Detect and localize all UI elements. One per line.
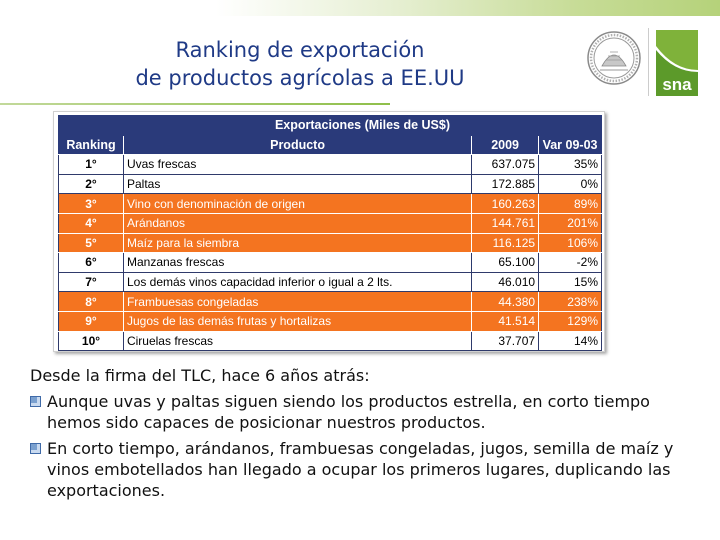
column-header-producto: Producto	[122, 134, 473, 156]
cell-variation: 106%	[538, 232, 602, 254]
cell-product: Vino con denominación de origen	[122, 193, 473, 214]
column-header-ranking: Ranking	[58, 134, 124, 156]
table-body: 1° Uvas frescas 637.075 35% 2° Paltas 17…	[58, 154, 602, 352]
cell-rank: 7°	[58, 271, 124, 293]
cell-rank: 4°	[58, 212, 124, 234]
body-text: Desde la firma del TLC, hace 6 años atrá…	[30, 365, 700, 506]
top-gradient-band	[0, 0, 720, 16]
cell-product: Uvas frescas	[122, 154, 473, 175]
cell-variation: 129%	[538, 310, 602, 332]
square-bullet-icon	[30, 443, 41, 454]
bullet-text: En corto tiempo, arándanos, frambuesas c…	[47, 439, 674, 500]
title-underline	[0, 103, 390, 105]
cell-value-2009: 41.514	[471, 310, 540, 332]
logo-divider	[648, 28, 649, 96]
cell-product: Frambuesas congeladas	[122, 291, 473, 312]
cell-variation: 35%	[538, 154, 602, 175]
cell-rank: 8°	[58, 291, 124, 312]
title-line-1: Ranking de exportación	[175, 38, 425, 62]
cell-value-2009: 46.010	[471, 271, 540, 293]
table-row: 4° Arándanos 144.761 201%	[58, 212, 602, 234]
cell-value-2009: 65.100	[471, 252, 540, 273]
cell-variation: 89%	[538, 193, 602, 214]
cell-rank: 2°	[58, 173, 124, 195]
cell-product: Maíz para la siembra	[122, 232, 473, 254]
column-header-2009: 2009	[471, 134, 540, 156]
table-group-header-row: Exportaciones (Miles de US$)	[58, 115, 603, 136]
bullet-item: En corto tiempo, arándanos, frambuesas c…	[30, 438, 700, 501]
cell-value-2009: 172.885	[471, 173, 540, 195]
cell-variation: 14%	[538, 330, 602, 352]
square-bullet-icon	[30, 396, 41, 407]
cell-product: Arándanos	[122, 212, 473, 234]
page-title: Ranking de exportación de productos agrí…	[60, 36, 540, 92]
cell-product: Paltas	[122, 173, 473, 195]
cell-rank: 9°	[58, 310, 124, 332]
table-row: 7° Los demás vinos capacidad inferior o …	[58, 271, 602, 293]
table-row: 10° Ciruelas frescas 37.707 14%	[58, 330, 602, 352]
cell-rank: 10°	[58, 330, 124, 352]
logo-text: sna	[662, 75, 692, 94]
cell-product: Los demás vinos capacidad inferior o igu…	[122, 271, 473, 293]
cell-rank: 5°	[58, 232, 124, 254]
institutional-seal-icon	[587, 31, 641, 85]
table-group-header: Exportaciones (Miles de US$)	[122, 115, 603, 136]
export-table-container: Exportaciones (Miles de US$) Ranking Pro…	[53, 111, 605, 352]
cell-variation: 201%	[538, 212, 602, 234]
table-row: 5° Maíz para la siembra 116.125 106%	[58, 232, 602, 254]
table-row: 6° Manzanas frescas 65.100 -2%	[58, 252, 602, 273]
title-line-2: de productos agrícolas a EE.UU	[135, 66, 465, 90]
cell-rank: 3°	[58, 193, 124, 214]
bullet-item: Aunque uvas y paltas siguen siendo los p…	[30, 391, 700, 433]
cell-product: Jugos de las demás frutas y hortalizas	[122, 310, 473, 332]
export-ranking-table: Exportaciones (Miles de US$) Ranking Pro…	[58, 115, 603, 352]
intro-text: Desde la firma del TLC, hace 6 años atrá…	[30, 366, 370, 385]
column-header-var: Var 09-03	[538, 134, 602, 156]
table-row: 1° Uvas frescas 637.075 35%	[58, 154, 602, 175]
cell-variation: 238%	[538, 291, 602, 312]
cell-value-2009: 160.263	[471, 193, 540, 214]
cell-variation: 15%	[538, 271, 602, 293]
cell-variation: 0%	[538, 173, 602, 195]
cell-product: Ciruelas frescas	[122, 330, 473, 352]
cell-value-2009: 637.075	[471, 154, 540, 175]
cell-product: Manzanas frescas	[122, 252, 473, 273]
table-column-header-row: Ranking Producto 2009 Var 09-03	[58, 134, 602, 156]
table-row: 3° Vino con denominación de origen 160.2…	[58, 193, 602, 214]
cell-value-2009: 116.125	[471, 232, 540, 254]
cell-value-2009: 37.707	[471, 330, 540, 352]
bullet-text: Aunque uvas y paltas siguen siendo los p…	[47, 392, 650, 432]
cell-value-2009: 44.380	[471, 291, 540, 312]
table-row: 2° Paltas 172.885 0%	[58, 173, 602, 195]
table-row: 9° Jugos de las demás frutas y hortaliza…	[58, 310, 602, 332]
cell-rank: 6°	[58, 252, 124, 273]
table-row: 8° Frambuesas congeladas 44.380 238%	[58, 291, 602, 312]
cell-variation: -2%	[538, 252, 602, 273]
cell-value-2009: 144.761	[471, 212, 540, 234]
table-header-empty	[58, 115, 124, 136]
cell-rank: 1°	[58, 154, 124, 175]
sna-logo-icon: sna	[656, 30, 698, 96]
